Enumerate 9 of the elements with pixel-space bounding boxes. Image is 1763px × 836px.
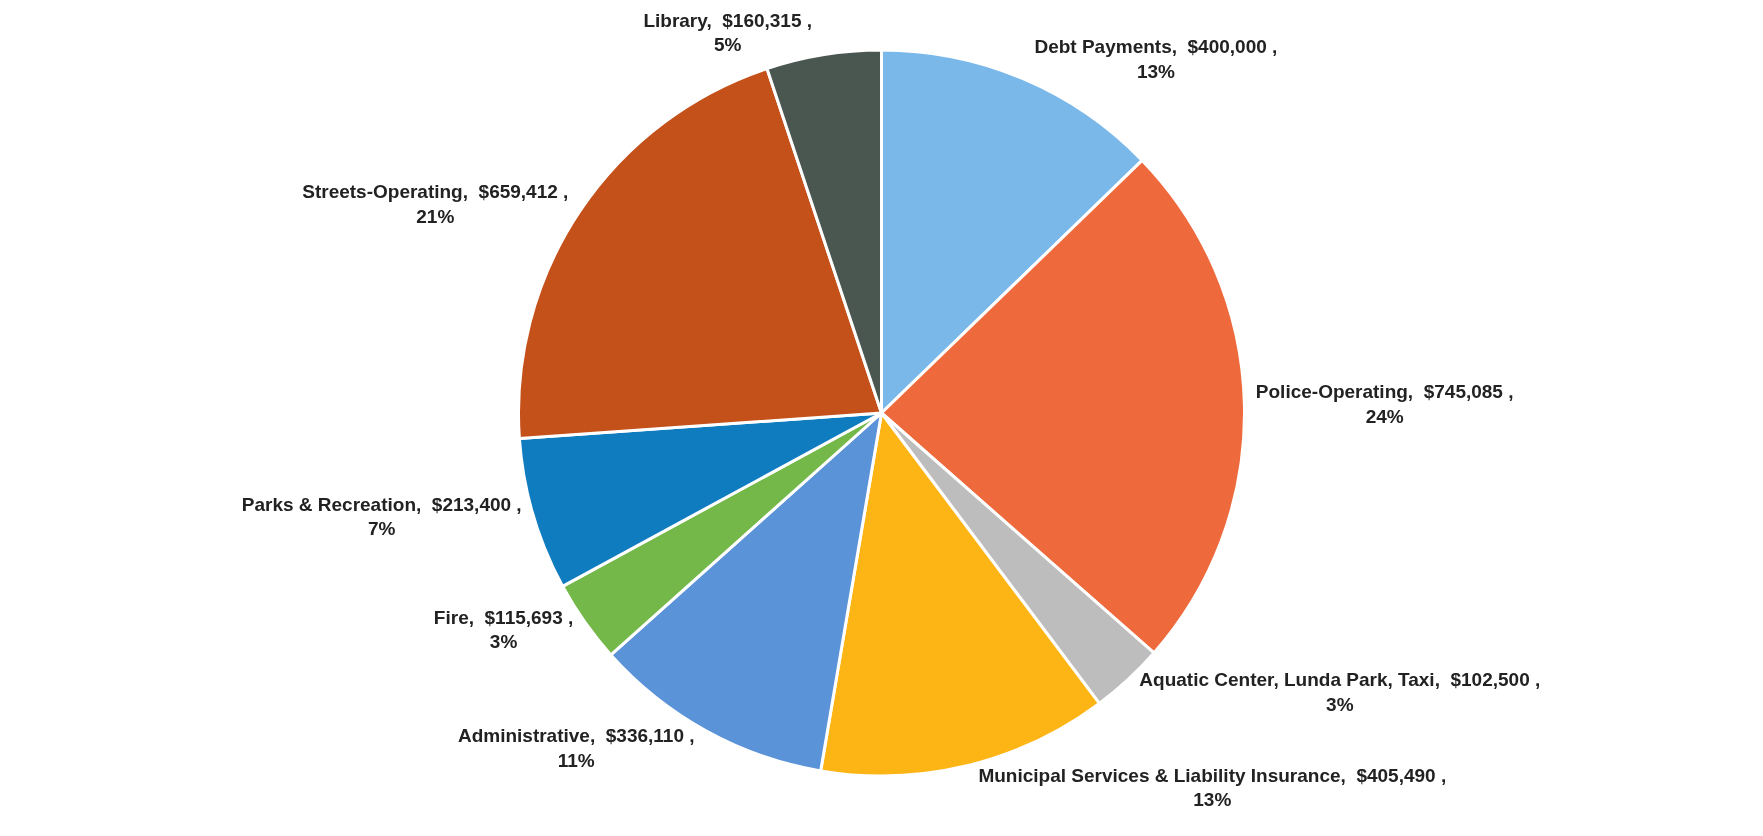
slice-label: Debt Payments, $400,000 , 13% [1034, 36, 1278, 83]
slice-label: Library, $160,315 , 5% [643, 9, 813, 56]
slice-label: Streets-Operating, $659,412 , 21% [302, 181, 569, 227]
slice-label: Municipal Services & Liability Insurance, $405,490 , 13% [978, 764, 1447, 811]
slice-label: Fire, $115,693 , 3% [433, 606, 574, 653]
slice-label: Police-Operating, $745,085 , 24% [1255, 381, 1514, 428]
slice-label: Aquatic Center, Lunda Park, Taxi, $102,500 , 3% [1139, 669, 1541, 715]
slice-label: Parks & Recreation, $213,400 , 7% [241, 493, 522, 540]
slice-label: Administrative, $336,110 , 11% [457, 725, 695, 772]
